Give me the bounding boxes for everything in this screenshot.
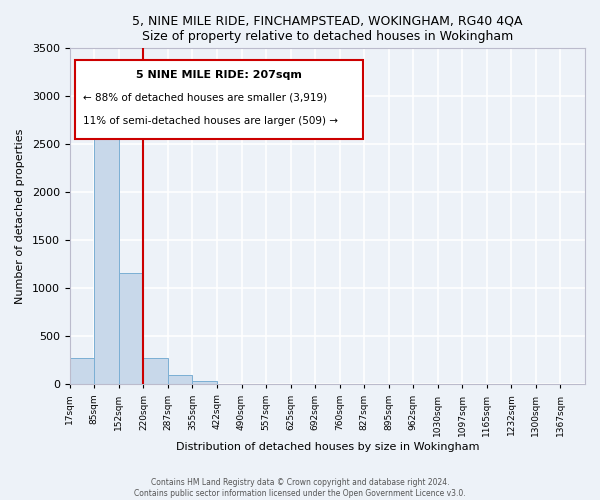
Bar (119, 274, 143, 384)
Text: 5 NINE MILE RIDE: 207sqm: 5 NINE MILE RIDE: 207sqm (136, 70, 302, 80)
Bar (94, 131, 119, 384)
X-axis label: Distribution of detached houses by size in Wokingham: Distribution of detached houses by size … (176, 442, 479, 452)
Bar (168, 375, 193, 384)
Bar (193, 380, 217, 384)
Y-axis label: Number of detached properties: Number of detached properties (15, 128, 25, 304)
Title: 5, NINE MILE RIDE, FINCHAMPSTEAD, WOKINGHAM, RG40 4QA
Size of property relative : 5, NINE MILE RIDE, FINCHAMPSTEAD, WOKING… (132, 15, 523, 43)
Text: 11% of semi-detached houses are larger (509) →: 11% of semi-detached houses are larger (… (83, 116, 338, 126)
Bar (143, 358, 168, 384)
Text: ← 88% of detached houses are smaller (3,919): ← 88% of detached houses are smaller (3,… (83, 92, 327, 102)
Text: Contains HM Land Registry data © Crown copyright and database right 2024.
Contai: Contains HM Land Registry data © Crown c… (134, 478, 466, 498)
Bar (70, 358, 94, 384)
FancyBboxPatch shape (75, 60, 364, 139)
